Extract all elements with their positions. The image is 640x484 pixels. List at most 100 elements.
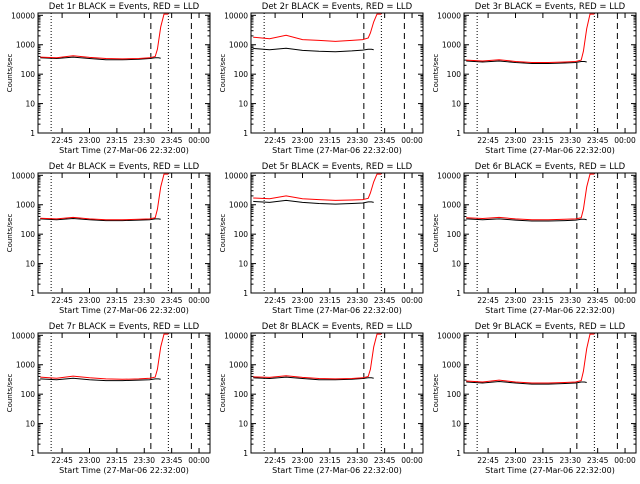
y-tick-label: 10000 bbox=[437, 11, 461, 20]
series-line-lld bbox=[40, 333, 169, 380]
y-tick-label: 10000 bbox=[437, 331, 461, 340]
y-tick-label: 10000 bbox=[224, 171, 248, 180]
series-line-lld bbox=[466, 173, 595, 221]
series-line-events bbox=[466, 380, 587, 385]
series-line-lld bbox=[253, 333, 382, 380]
y-tick-label: 100 bbox=[21, 230, 36, 239]
x-tick-label: 23:00 bbox=[505, 456, 527, 465]
x-tick-label: 23:30 bbox=[133, 456, 155, 465]
y-tick-label: 1000 bbox=[16, 361, 35, 370]
y-tick-label: 100 bbox=[234, 70, 249, 79]
x-tick-label: 23:00 bbox=[505, 296, 527, 305]
x-tick-label: 23:00 bbox=[79, 296, 101, 305]
y-tick-label: 100 bbox=[447, 390, 462, 399]
y-tick-label: 1000 bbox=[442, 41, 461, 50]
x-axis-label: Start Time (27-Mar-06 22:32:00) bbox=[485, 146, 615, 155]
y-tick-label: 1 bbox=[30, 129, 35, 138]
plot-frame bbox=[37, 12, 211, 134]
y-tick-label: 10000 bbox=[224, 11, 248, 20]
y-axis-label: Counts/sec bbox=[219, 54, 227, 93]
x-tick-label: 22:45 bbox=[264, 296, 286, 305]
y-tick-label: 1 bbox=[243, 449, 248, 458]
x-tick-label: 00:00 bbox=[401, 136, 423, 145]
y-tick-label: 10 bbox=[238, 100, 248, 109]
x-tick-label: 23:15 bbox=[319, 136, 341, 145]
x-tick-label: 00:00 bbox=[401, 296, 423, 305]
x-tick-label: 23:45 bbox=[161, 456, 183, 465]
x-tick-label: 23:00 bbox=[292, 136, 314, 145]
y-tick-label: 10 bbox=[451, 420, 461, 429]
chart-title: Det 7r BLACK = Events, RED = LLD bbox=[49, 322, 200, 332]
y-tick-label: 100 bbox=[21, 70, 36, 79]
x-tick-label: 23:30 bbox=[346, 456, 368, 465]
series-line-lld bbox=[466, 333, 595, 384]
y-axis-label: Counts/sec bbox=[432, 214, 440, 253]
y-tick-label: 1000 bbox=[229, 361, 248, 370]
x-tick-label: 00:00 bbox=[614, 296, 636, 305]
y-tick-label: 1 bbox=[456, 449, 461, 458]
y-axis-label: Counts/sec bbox=[6, 54, 14, 93]
x-axis-label: Start Time (27-Mar-06 22:32:00) bbox=[485, 466, 615, 475]
x-tick-label: 23:00 bbox=[292, 296, 314, 305]
x-tick-label: 00:00 bbox=[614, 456, 636, 465]
x-tick-label: 23:15 bbox=[532, 136, 554, 145]
x-tick-label: 23:45 bbox=[161, 136, 183, 145]
x-tick-label: 22:45 bbox=[51, 456, 73, 465]
y-tick-label: 1 bbox=[30, 289, 35, 298]
chart-title: Det 5r BLACK = Events, RED = LLD bbox=[262, 162, 413, 172]
series-line-events bbox=[253, 199, 374, 205]
plot-frame bbox=[250, 172, 424, 294]
x-axis-label: Start Time (27-Mar-06 22:32:00) bbox=[59, 466, 189, 475]
x-tick-label: 23:15 bbox=[319, 456, 341, 465]
series-line-events bbox=[40, 217, 161, 222]
x-tick-label: 22:45 bbox=[477, 136, 499, 145]
x-tick-label: 22:45 bbox=[477, 456, 499, 465]
y-tick-label: 10000 bbox=[11, 171, 35, 180]
x-tick-label: 23:45 bbox=[587, 296, 609, 305]
y-tick-label: 1000 bbox=[229, 201, 248, 210]
series-line-lld bbox=[466, 13, 595, 63]
x-tick-label: 22:45 bbox=[477, 296, 499, 305]
series-line-lld bbox=[253, 173, 382, 201]
x-tick-label: 00:00 bbox=[188, 136, 210, 145]
x-tick-label: 23:45 bbox=[374, 456, 396, 465]
y-axis-label: Counts/sec bbox=[432, 54, 440, 93]
chart-panel-8: Det 8r BLACK = Events, RED = LLD 1 10 100 10… bbox=[219, 322, 424, 475]
y-tick-label: 10 bbox=[25, 100, 35, 109]
chart-panel-2: Det 2r BLACK = Events, RED = LLD 1 10 100 10… bbox=[219, 2, 424, 155]
x-tick-label: 23:45 bbox=[587, 136, 609, 145]
chart-title: Det 2r BLACK = Events, RED = LLD bbox=[262, 2, 413, 12]
x-tick-label: 23:30 bbox=[133, 136, 155, 145]
y-tick-label: 1 bbox=[30, 449, 35, 458]
x-tick-label: 23:00 bbox=[505, 136, 527, 145]
x-tick-label: 00:00 bbox=[188, 456, 210, 465]
x-tick-label: 22:45 bbox=[264, 136, 286, 145]
plot-frame bbox=[463, 12, 637, 134]
chart-panel-9: Det 9r BLACK = Events, RED = LLD 1 10 100 10… bbox=[432, 322, 637, 475]
x-tick-label: 23:30 bbox=[559, 136, 581, 145]
chart-title: Det 6r BLACK = Events, RED = LLD bbox=[475, 162, 626, 172]
x-tick-label: 23:30 bbox=[559, 456, 581, 465]
y-tick-label: 1 bbox=[243, 129, 248, 138]
x-tick-label: 23:15 bbox=[106, 456, 128, 465]
series-line-events bbox=[466, 60, 587, 64]
chart-panel-4: Det 4r BLACK = Events, RED = LLD 1 10 100 10… bbox=[6, 162, 211, 315]
y-tick-label: 10 bbox=[238, 260, 248, 269]
x-tick-label: 23:15 bbox=[106, 136, 128, 145]
y-tick-label: 100 bbox=[234, 390, 249, 399]
chart-panel-6: Det 6r BLACK = Events, RED = LLD 1 10 100 10… bbox=[432, 162, 637, 315]
x-tick-label: 23:15 bbox=[532, 296, 554, 305]
y-axis-label: Counts/sec bbox=[6, 214, 14, 253]
chart-panel-5: Det 5r BLACK = Events, RED = LLD 1 10 100 10… bbox=[219, 162, 424, 315]
x-tick-label: 23:45 bbox=[374, 296, 396, 305]
x-tick-label: 22:45 bbox=[264, 456, 286, 465]
y-tick-label: 10 bbox=[451, 260, 461, 269]
x-tick-label: 23:00 bbox=[292, 456, 314, 465]
y-tick-label: 100 bbox=[21, 390, 36, 399]
x-tick-label: 23:30 bbox=[133, 296, 155, 305]
y-tick-label: 10 bbox=[451, 100, 461, 109]
y-tick-label: 100 bbox=[447, 230, 462, 239]
y-tick-label: 1 bbox=[456, 289, 461, 298]
y-tick-label: 100 bbox=[234, 230, 249, 239]
